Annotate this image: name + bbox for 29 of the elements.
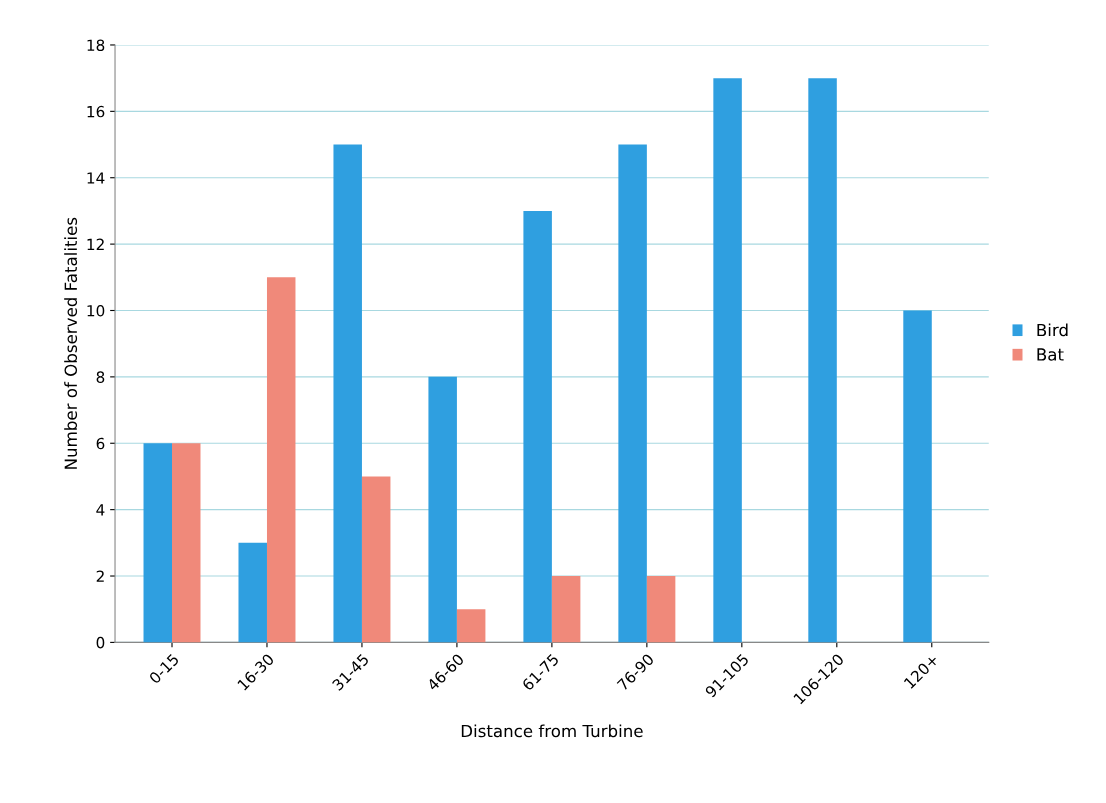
bar [618, 144, 647, 643]
y-tick-label: 6 [96, 437, 105, 450]
y-tick-label: 2 [96, 570, 104, 582]
bar [523, 210, 552, 643]
bar [713, 78, 742, 643]
bar [646, 576, 676, 643]
bar [551, 576, 581, 643]
y-tick-label: 16 [87, 105, 105, 118]
bar [172, 443, 201, 643]
y-tick-label: 14 [87, 172, 105, 184]
bar [266, 277, 296, 643]
y-tick-label: 18 [87, 39, 105, 51]
y-tick-label: 0 [96, 636, 105, 649]
bar [143, 443, 173, 643]
y-tick-label: 10 [87, 304, 105, 317]
bar [456, 609, 486, 643]
legend-label: Bat [1037, 348, 1064, 361]
legend-label: Bird [1037, 323, 1068, 337]
bar [808, 78, 837, 643]
y-tick-label: 8 [96, 371, 105, 383]
bar [903, 310, 932, 643]
y-tick-label: 12 [87, 238, 104, 250]
bar [361, 476, 391, 643]
y-axis-title: Number of Observed Fatalities [64, 217, 78, 469]
bar [428, 376, 457, 643]
x-axis-title: Distance from Turbine [461, 724, 643, 738]
y-tick-label: 4 [96, 504, 105, 516]
bar [333, 144, 362, 643]
bar [238, 542, 267, 643]
